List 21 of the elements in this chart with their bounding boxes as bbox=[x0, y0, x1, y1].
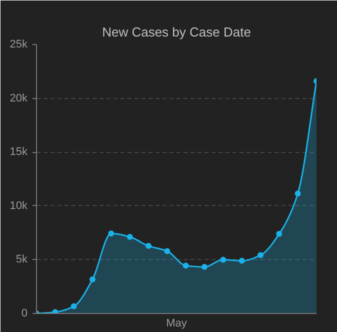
x-axis-title: May bbox=[166, 318, 188, 330]
point bbox=[182, 262, 189, 269]
y-tick-label: 15k bbox=[10, 146, 28, 158]
point bbox=[202, 264, 208, 270]
y-tick-label: 5k bbox=[16, 254, 28, 266]
point bbox=[108, 230, 114, 236]
point bbox=[126, 234, 133, 240]
y-tick-label: 10k bbox=[10, 200, 28, 212]
y-tick-label: 25k bbox=[10, 38, 28, 50]
point bbox=[294, 190, 301, 197]
y-tick-label: 20k bbox=[10, 92, 28, 104]
point bbox=[276, 230, 282, 237]
point bbox=[70, 303, 77, 310]
chart-title: New Cases by Case Date bbox=[102, 24, 251, 40]
point bbox=[238, 258, 245, 264]
point bbox=[258, 252, 264, 258]
point bbox=[146, 242, 152, 249]
y-tick-label: 0 bbox=[21, 308, 28, 320]
point bbox=[90, 276, 96, 282]
point bbox=[220, 256, 226, 263]
point bbox=[164, 248, 170, 254]
